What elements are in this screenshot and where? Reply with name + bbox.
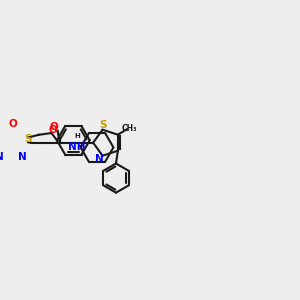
Text: NH: NH [68, 142, 86, 152]
Text: O: O [49, 125, 58, 135]
Text: S: S [99, 120, 106, 130]
Text: H: H [75, 133, 80, 139]
Text: CH₃: CH₃ [122, 124, 137, 133]
Text: O: O [8, 119, 17, 130]
Text: O: O [50, 122, 58, 132]
Text: N: N [18, 152, 27, 162]
Text: S: S [25, 134, 32, 144]
Text: N: N [0, 152, 4, 162]
Text: N: N [95, 154, 104, 164]
